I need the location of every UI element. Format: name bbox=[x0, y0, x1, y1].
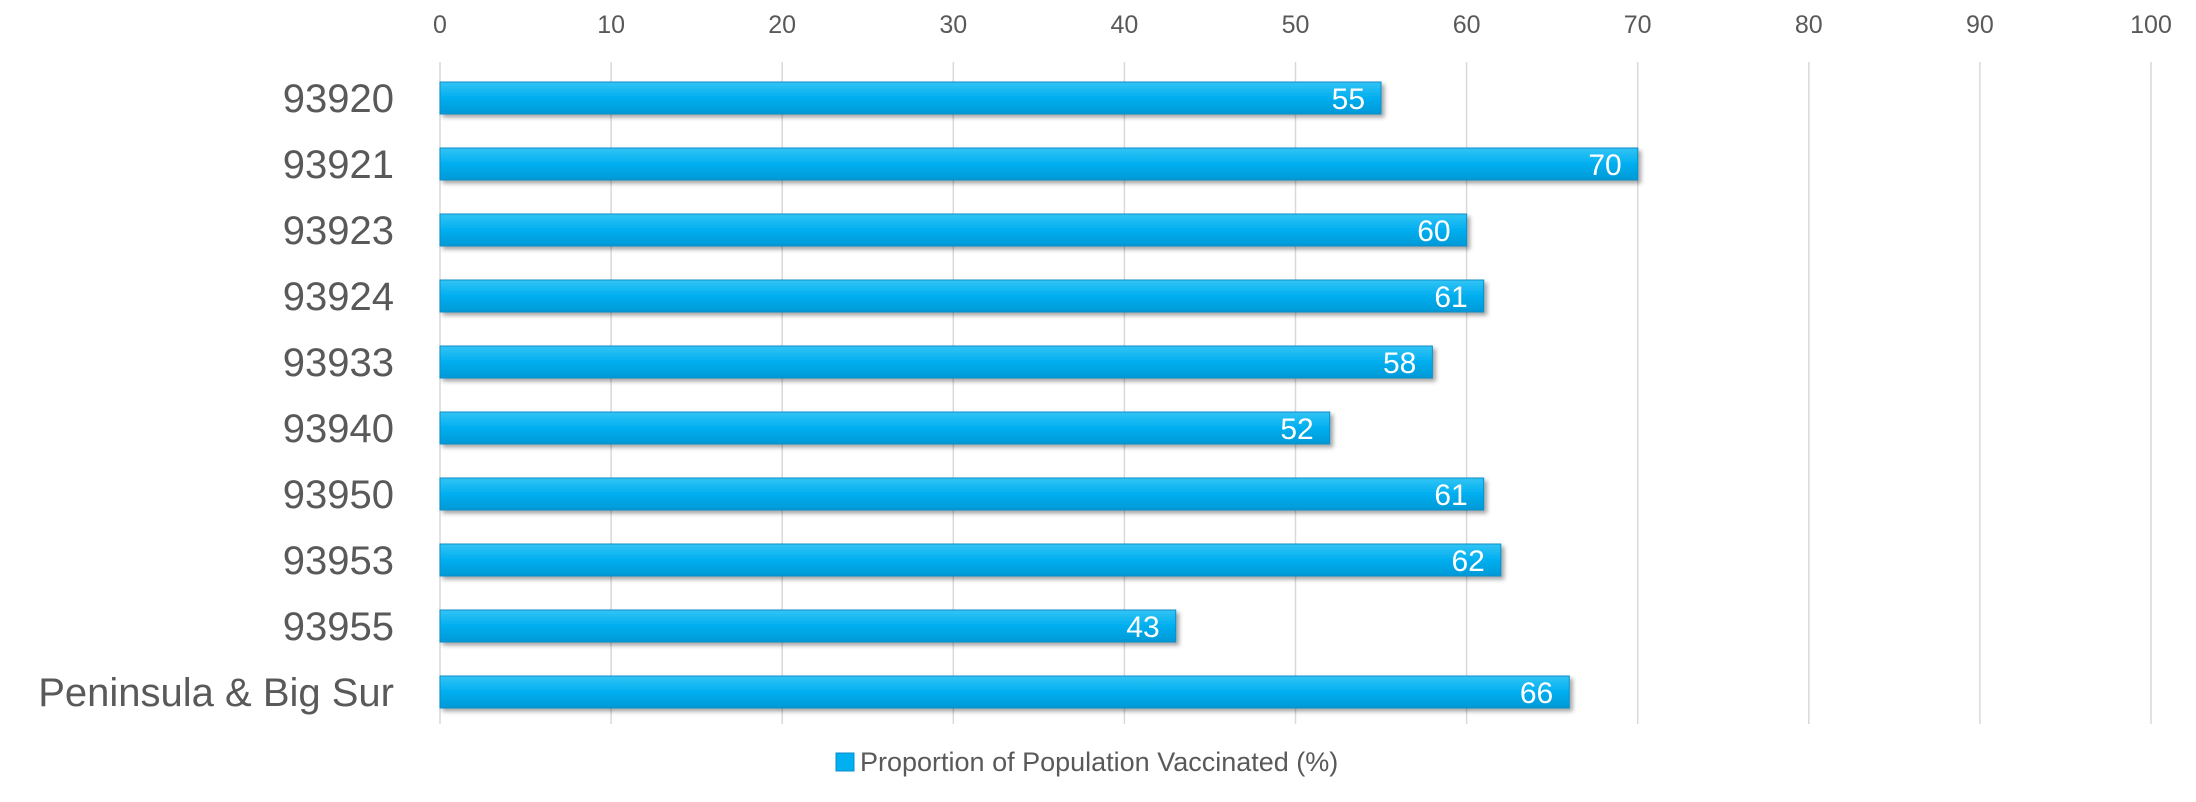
x-tick-label: 80 bbox=[1795, 11, 1823, 39]
x-tick-label: 0 bbox=[433, 11, 447, 39]
y-axis-categories: 93920 93921 93923 93924 93933 93940 93950 93953… bbox=[38, 77, 394, 715]
data-label: 66 bbox=[1520, 677, 1553, 710]
data-label: 52 bbox=[1280, 413, 1313, 446]
data-label: 60 bbox=[1417, 215, 1450, 248]
bar bbox=[439, 477, 1485, 511]
bar bbox=[439, 609, 1177, 643]
bar bbox=[439, 213, 1468, 247]
x-tick-label: 100 bbox=[2130, 11, 2172, 39]
legend-label: Proportion of Population Vaccinated (%) bbox=[860, 747, 1338, 777]
category-label: 93933 bbox=[283, 341, 394, 385]
data-label: 58 bbox=[1383, 347, 1416, 380]
bar bbox=[439, 279, 1485, 313]
bar bbox=[439, 411, 1331, 445]
bars: 55 70 60 61 58 52 61 62 43 66 bbox=[439, 81, 1639, 710]
category-label: 93953 bbox=[283, 539, 394, 583]
x-tick-label: 50 bbox=[1282, 11, 1310, 39]
bar bbox=[439, 81, 1382, 115]
x-tick-label: 90 bbox=[1966, 11, 1994, 39]
bar bbox=[439, 345, 1433, 379]
category-label: 93924 bbox=[283, 275, 394, 319]
category-label: Peninsula & Big Sur bbox=[38, 671, 394, 715]
category-label: 93950 bbox=[283, 473, 394, 517]
bar bbox=[439, 543, 1502, 577]
data-label: 43 bbox=[1126, 611, 1159, 644]
bar bbox=[439, 147, 1639, 181]
data-label: 61 bbox=[1434, 281, 1467, 314]
category-label: 93955 bbox=[283, 605, 394, 649]
data-label: 62 bbox=[1451, 545, 1484, 578]
category-label: 93920 bbox=[283, 77, 394, 121]
x-tick-label: 10 bbox=[597, 11, 625, 39]
legend-swatch bbox=[835, 752, 855, 772]
bar bbox=[439, 675, 1570, 709]
category-label: 93940 bbox=[283, 407, 394, 451]
x-tick-label: 30 bbox=[939, 11, 967, 39]
data-label: 55 bbox=[1332, 83, 1365, 116]
x-tick-label: 60 bbox=[1453, 11, 1481, 39]
data-label: 70 bbox=[1588, 149, 1621, 182]
x-axis-ticks: 0 10 20 30 40 50 60 70 80 90 100 bbox=[433, 11, 2172, 39]
legend: Proportion of Population Vaccinated (%) bbox=[835, 747, 1338, 777]
category-label: 93923 bbox=[283, 209, 394, 253]
data-label: 61 bbox=[1434, 479, 1467, 512]
x-tick-label: 40 bbox=[1110, 11, 1138, 39]
x-tick-label: 20 bbox=[768, 11, 796, 39]
x-tick-label: 70 bbox=[1624, 11, 1652, 39]
category-label: 93921 bbox=[283, 143, 394, 187]
